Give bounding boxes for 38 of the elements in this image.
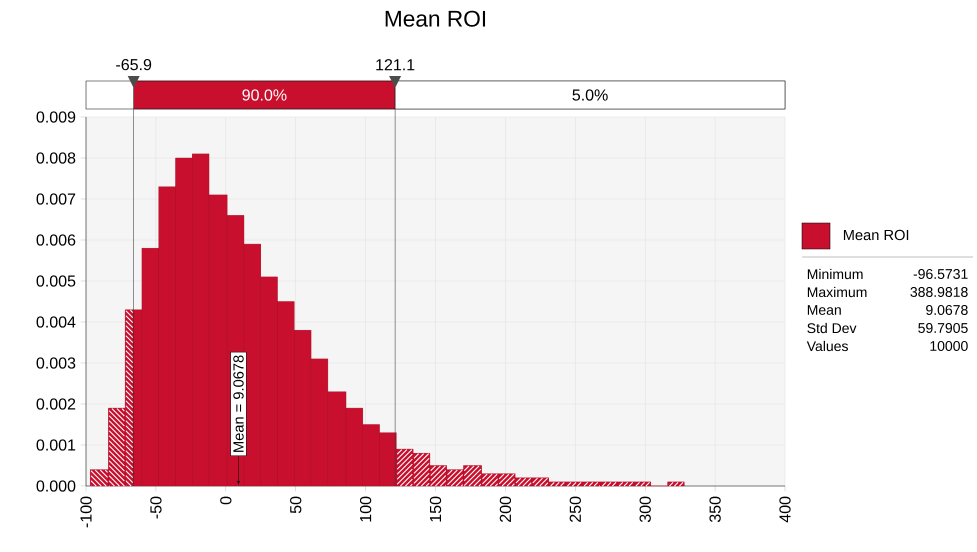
y-tick-label: 0.001 — [36, 439, 76, 451]
y-tick-label: 0.007 — [36, 193, 76, 205]
y-tick-label: 0.000 — [36, 480, 76, 492]
text: Std Dev — [807, 322, 856, 334]
x-tick-label: 50 — [290, 496, 302, 514]
text: -96.5731 — [914, 269, 968, 279]
text: 59.7905 — [918, 323, 968, 333]
text: Mean — [808, 305, 841, 315]
text: 10000 — [930, 341, 968, 351]
x-tick-label: 250 — [570, 496, 581, 522]
y-tick-label: 0.002 — [36, 398, 76, 410]
x-tick-label: -100 — [80, 496, 92, 528]
text: 388.9818 — [910, 287, 968, 297]
x-tick-label: 200 — [500, 496, 512, 522]
y-tick-label: 0.003 — [36, 357, 76, 369]
y-tick-label: 0.009 — [36, 111, 76, 123]
text: Maximum — [808, 286, 866, 298]
x-tick-label: 150 — [430, 496, 442, 522]
y-tick-label: 0.005 — [36, 275, 76, 287]
text: Values — [806, 340, 848, 352]
x-tick-label: 350 — [709, 496, 721, 522]
x-tick-label: 0 — [220, 496, 232, 504]
legend-label: Mean ROI — [844, 230, 908, 240]
x-tick-label: 100 — [360, 496, 372, 522]
ref-line-label: 121.1 — [376, 59, 414, 70]
text: 5.0% — [572, 89, 608, 101]
x-tick-label: 400 — [779, 496, 791, 522]
y-tick-label: 0.004 — [36, 316, 76, 328]
annotation: Mean = 9.0678 — [233, 355, 244, 452]
x-tick-label: 300 — [640, 496, 651, 522]
text: 9.0678 — [926, 305, 968, 315]
y-tick-label: 0.008 — [36, 152, 76, 164]
chart-title: Mean ROI — [386, 10, 486, 27]
ref-line-label: -65.9 — [116, 58, 152, 70]
text: 90.0% — [242, 89, 286, 101]
y-tick-label: 0.006 — [36, 234, 76, 246]
x-tick-label: -50 — [150, 496, 162, 518]
text: Minimum — [808, 268, 863, 280]
